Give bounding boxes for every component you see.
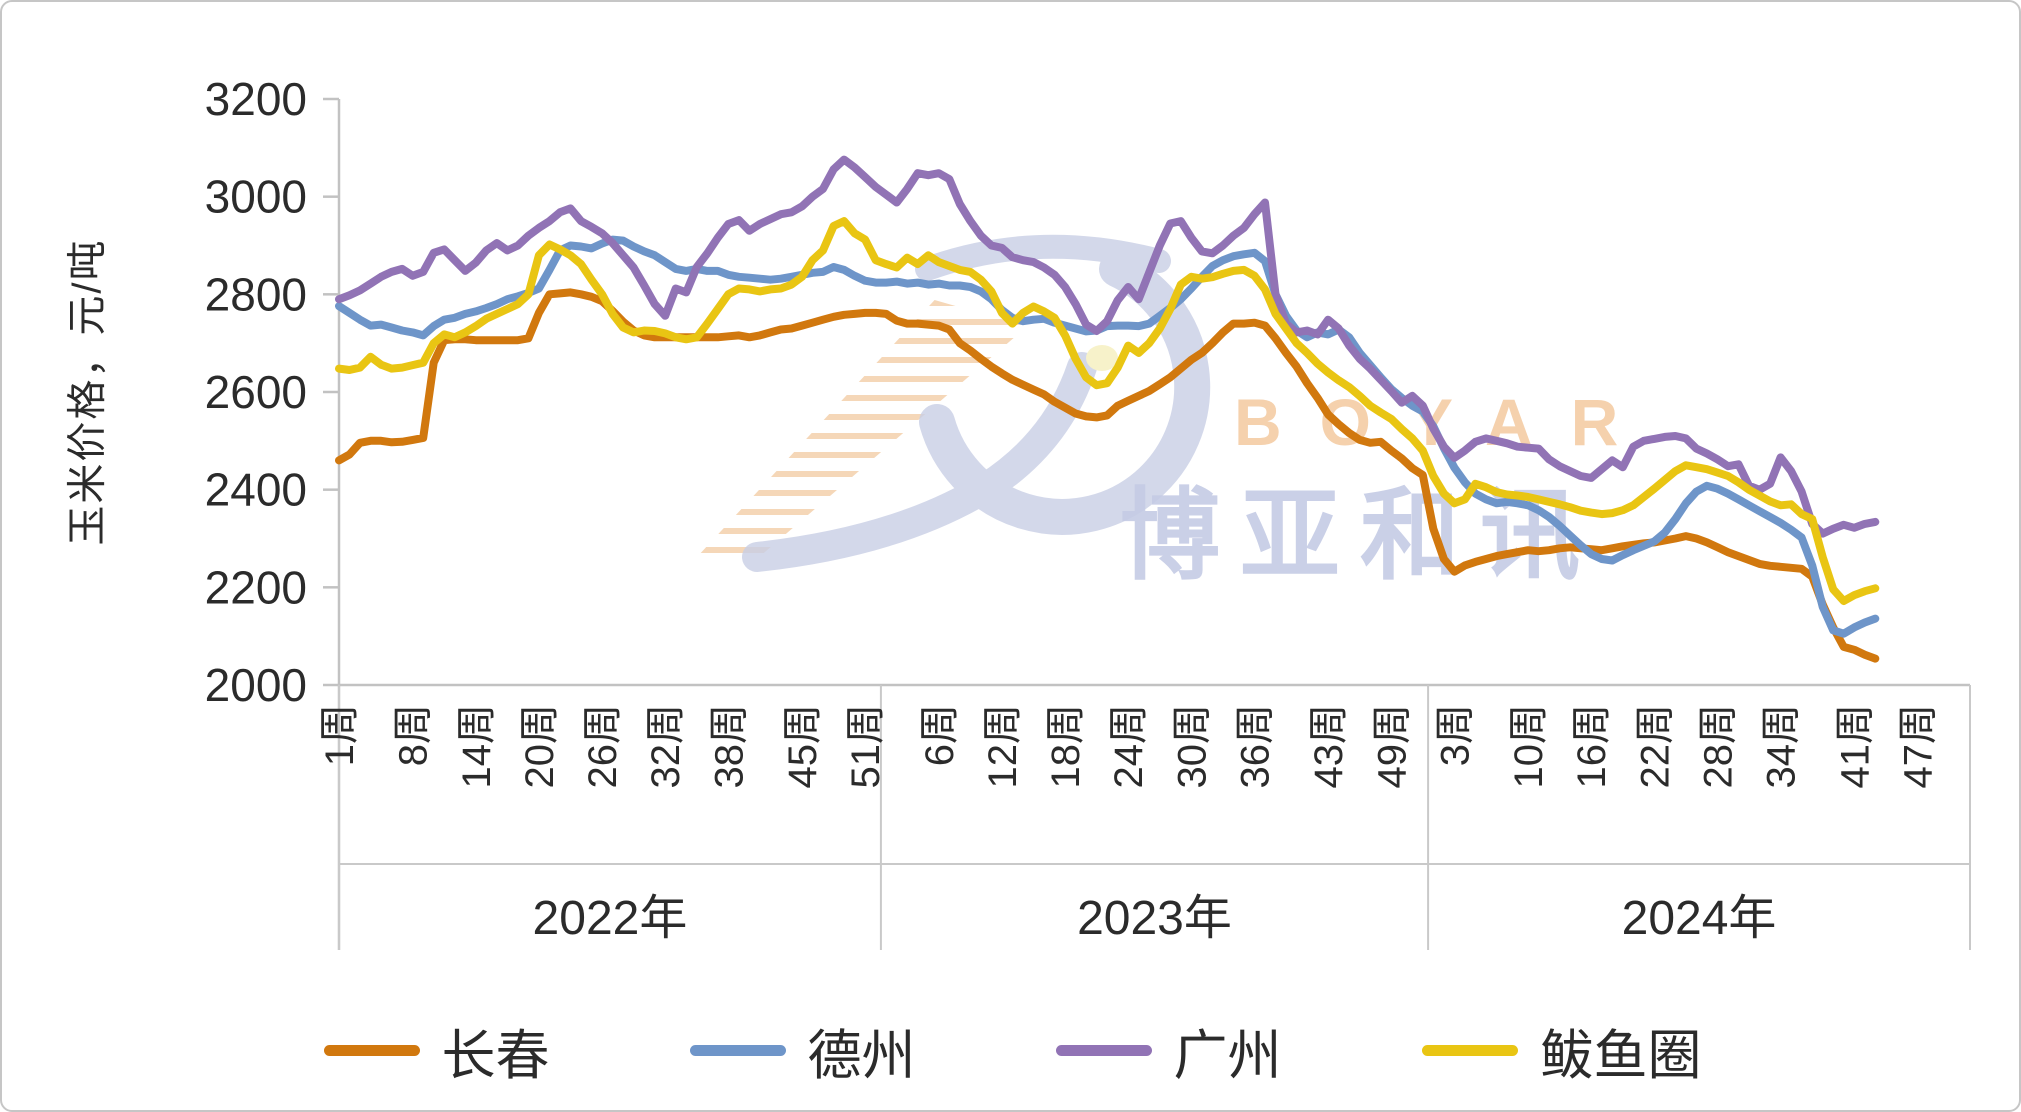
- x-tick-label: 6周: [918, 704, 962, 766]
- x-tick-label: 43周: [1307, 704, 1351, 789]
- x-tick-label: 20周: [518, 704, 562, 789]
- x-year-label: 2023年: [1077, 892, 1232, 945]
- x-tick-label: 12周: [981, 704, 1025, 789]
- legend-swatch-1: [689, 1044, 786, 1056]
- legend: 长春 德州 广州 鲅鱼圈: [2, 1010, 2019, 1090]
- x-tick-label: 28周: [1696, 704, 1740, 789]
- x-tick-label: 38周: [707, 704, 751, 789]
- x-axis: 1周 8周 14周 20周 26周 32周 38周 45周 51周 2022年 6周 12周 18周 24…: [318, 683, 1971, 950]
- legend-swatch-2: [1055, 1044, 1152, 1056]
- legend-item-1: 德州: [689, 1011, 916, 1090]
- x-year-label: 2024年: [1622, 892, 1777, 945]
- x-tick-label: 41周: [1833, 704, 1877, 789]
- x-tick-label: 16周: [1570, 704, 1614, 789]
- legend-label-2: 广州: [1173, 1025, 1282, 1086]
- x-tick-label: 45周: [781, 704, 825, 789]
- legend-swatch-0: [323, 1044, 420, 1056]
- x-tick-label: 18周: [1044, 704, 1088, 789]
- series-line-0: [335, 288, 1880, 663]
- legend-label-1: 德州: [807, 1025, 916, 1086]
- legend-item-3: 鲅鱼圈: [1421, 1011, 1702, 1090]
- x-tick-label: 51周: [844, 704, 888, 789]
- x-tick-label: 3周: [1433, 704, 1477, 766]
- y-tick-label: 3000: [205, 171, 307, 223]
- x-tick-label: 49周: [1370, 704, 1414, 789]
- legend-label-3: 鲅鱼圈: [1539, 1025, 1702, 1086]
- y-tick-label: 3200: [205, 73, 307, 125]
- x-tick-label: 36周: [1233, 704, 1277, 789]
- y-tick-label: 2000: [205, 659, 307, 711]
- series-line-2: [335, 155, 1880, 538]
- x-tick-label: 32周: [644, 704, 688, 789]
- x-tick-label: 26周: [581, 704, 625, 789]
- x-tick-label: 10周: [1507, 704, 1551, 789]
- legend-item-2: 广州: [1055, 1011, 1282, 1090]
- x-year-label: 2022年: [533, 892, 688, 945]
- legend-label-0: 长春: [441, 1025, 550, 1086]
- y-tick-label: 2200: [205, 561, 307, 613]
- x-tick-label: 14周: [455, 704, 499, 789]
- x-tick-label: 34周: [1760, 704, 1804, 789]
- x-tick-label: 1周: [318, 704, 362, 766]
- y-tick-label: 2400: [205, 464, 307, 516]
- y-axis: 2000 2200 2400 2600 2800 3000 3200: [205, 73, 341, 950]
- y-tick-label: 2800: [205, 268, 307, 320]
- x-tick-label: 8周: [392, 704, 436, 766]
- y-tick-label: 2600: [205, 366, 307, 418]
- legend-swatch-3: [1421, 1044, 1518, 1056]
- x-tick-label: 47周: [1896, 704, 1940, 789]
- x-tick-label: 22周: [1633, 704, 1677, 789]
- x-tick-label: 24周: [1107, 704, 1151, 789]
- x-tick-label: 30周: [1170, 704, 1214, 789]
- legend-item-0: 长春: [323, 1011, 550, 1090]
